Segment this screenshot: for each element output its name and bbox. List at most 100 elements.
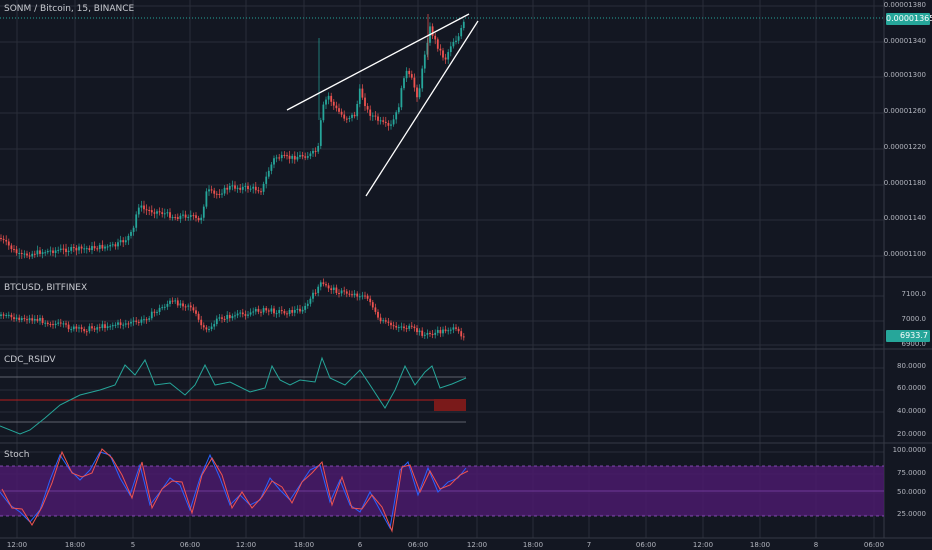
btc-candle bbox=[296, 308, 299, 310]
candle bbox=[356, 103, 359, 117]
candle bbox=[262, 183, 265, 192]
btc-candle bbox=[10, 314, 13, 318]
btc-candle bbox=[166, 303, 169, 307]
candle bbox=[231, 185, 234, 187]
btc-candle bbox=[7, 314, 10, 316]
btc-candle bbox=[52, 324, 54, 326]
btc-candle bbox=[150, 311, 153, 319]
btc-candle bbox=[54, 323, 57, 325]
btc-candle bbox=[361, 295, 364, 297]
btc-candle bbox=[137, 321, 140, 323]
btc-candle bbox=[351, 294, 353, 296]
btc-candle bbox=[140, 319, 143, 323]
btc-candle bbox=[449, 329, 452, 331]
candle bbox=[36, 250, 39, 255]
candle bbox=[382, 120, 385, 122]
candle bbox=[273, 158, 275, 165]
btc-candle bbox=[163, 306, 166, 308]
btc-candle bbox=[343, 290, 346, 292]
candle bbox=[161, 212, 164, 214]
btc-candle bbox=[26, 319, 28, 321]
time-tick-label: 12:00 bbox=[466, 541, 488, 549]
candle bbox=[312, 150, 314, 154]
candle bbox=[148, 210, 151, 212]
candle bbox=[288, 155, 291, 159]
candle bbox=[67, 250, 70, 253]
candle bbox=[457, 36, 460, 41]
candle bbox=[247, 185, 249, 190]
btc-candle bbox=[278, 310, 281, 314]
btc-candle bbox=[348, 293, 351, 295]
candle bbox=[239, 187, 242, 190]
btc-candle bbox=[124, 323, 127, 325]
btc-candle bbox=[429, 332, 431, 334]
btc-candle bbox=[65, 323, 67, 325]
candle bbox=[13, 249, 15, 251]
time-tick-label: 12:00 bbox=[692, 541, 714, 549]
candle bbox=[413, 77, 416, 88]
btc-candle bbox=[132, 320, 135, 322]
candle bbox=[163, 213, 166, 215]
candle bbox=[18, 253, 21, 255]
candle bbox=[104, 246, 106, 249]
candle bbox=[195, 215, 197, 218]
btc-candle bbox=[239, 312, 242, 314]
btc-candle bbox=[93, 328, 96, 330]
candle bbox=[218, 194, 221, 196]
btc-candle bbox=[314, 292, 317, 294]
candle bbox=[335, 105, 338, 109]
btc-candle bbox=[332, 287, 335, 291]
candle bbox=[78, 246, 80, 251]
candle bbox=[158, 211, 161, 213]
candle bbox=[418, 88, 421, 98]
candle bbox=[31, 253, 34, 257]
btc-candle bbox=[75, 326, 78, 329]
btc-candle bbox=[215, 318, 218, 325]
wedge-lower-trendline bbox=[365, 20, 479, 197]
time-tick-label: 6 bbox=[357, 541, 363, 549]
axis-tick-label: 75.0000 bbox=[897, 469, 926, 477]
candle bbox=[338, 108, 340, 112]
btc-candle bbox=[0, 314, 2, 316]
axis-tick-label: 0.00001340 bbox=[883, 37, 926, 45]
candle bbox=[421, 68, 424, 89]
btc-candle bbox=[179, 303, 182, 306]
candle bbox=[296, 156, 299, 160]
candle bbox=[156, 211, 158, 214]
candle bbox=[234, 185, 236, 189]
time-tick-label: 7 bbox=[586, 541, 592, 549]
candle bbox=[306, 156, 309, 158]
btc-candle bbox=[184, 306, 187, 308]
btc-candle bbox=[306, 303, 309, 306]
candle bbox=[26, 253, 28, 256]
btc-candle bbox=[395, 325, 398, 328]
time-tick-label: 18:00 bbox=[522, 541, 544, 549]
candle bbox=[439, 48, 442, 51]
candle bbox=[215, 193, 218, 195]
btc-candle bbox=[252, 311, 255, 313]
candle bbox=[449, 46, 452, 53]
wedge-upper-trendline bbox=[286, 13, 470, 111]
btc-candle bbox=[80, 327, 83, 330]
btc-candle bbox=[353, 293, 356, 296]
candle bbox=[265, 176, 268, 184]
candle bbox=[397, 107, 400, 113]
candle bbox=[182, 214, 184, 216]
candle bbox=[122, 240, 125, 243]
btc-candle bbox=[44, 322, 47, 324]
btc-candle bbox=[195, 310, 197, 314]
btc-candle bbox=[358, 296, 361, 298]
candle bbox=[358, 88, 361, 104]
btc-candle bbox=[117, 322, 119, 325]
candle bbox=[322, 104, 325, 121]
candle bbox=[436, 39, 439, 49]
candle bbox=[361, 88, 364, 98]
rsi-highlight-box bbox=[434, 399, 466, 411]
candle bbox=[41, 252, 44, 254]
candle bbox=[83, 248, 86, 250]
candle bbox=[434, 35, 437, 40]
candle bbox=[283, 154, 286, 156]
btc-candle bbox=[335, 287, 338, 293]
candle bbox=[28, 255, 31, 257]
